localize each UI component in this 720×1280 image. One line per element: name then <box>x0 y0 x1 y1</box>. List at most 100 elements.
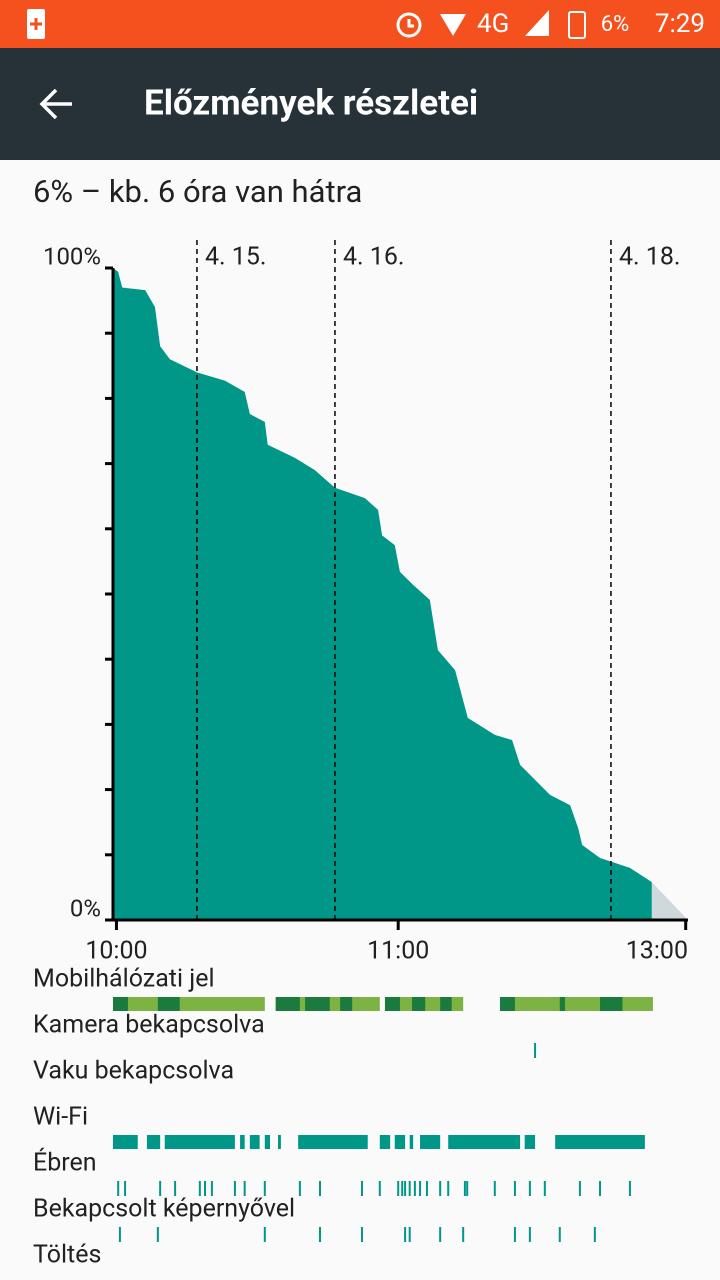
row-event <box>360 1227 363 1242</box>
row-event <box>263 1181 266 1196</box>
row-segment <box>499 997 653 1011</box>
projection-area <box>651 882 688 920</box>
x-tick-label: 10:00 <box>85 937 147 966</box>
battery-icon <box>568 11 586 39</box>
row-event <box>360 1181 363 1196</box>
status-icons <box>27 9 586 39</box>
row-event <box>466 1181 469 1196</box>
row-event <box>198 1181 201 1196</box>
y-tick-label: 100% <box>43 242 101 270</box>
row-segment <box>409 1135 414 1149</box>
row-label: Ébren <box>33 1147 97 1178</box>
row-segment <box>298 1135 368 1149</box>
row-segment <box>249 1135 260 1149</box>
date-label: 4. 16. <box>343 243 405 272</box>
row-segment <box>113 997 128 1011</box>
signal-icon <box>525 10 549 36</box>
y-tick-label: 0% <box>70 894 101 922</box>
row-event <box>439 1227 442 1242</box>
row-event <box>534 1043 537 1058</box>
history-rows: Mobilhálózati jel Kamera bekapcsolva Vaku … <box>33 965 653 1270</box>
row-event <box>319 1227 321 1242</box>
row-event <box>462 1227 465 1242</box>
row-event <box>528 1181 531 1196</box>
row-segment <box>394 1135 406 1149</box>
row-event <box>404 1181 407 1196</box>
battery-percent: 6% <box>601 12 629 37</box>
row-segment <box>440 997 452 1011</box>
row-event <box>419 1181 422 1196</box>
row-event <box>578 1181 581 1196</box>
row-event <box>124 1181 127 1196</box>
row-segment <box>113 997 265 1011</box>
wifi-icon <box>440 14 466 36</box>
row-event <box>543 1181 546 1196</box>
row-event <box>156 1227 159 1242</box>
row-event <box>528 1227 531 1242</box>
row-event <box>447 1181 450 1196</box>
row-event <box>210 1181 213 1196</box>
row-event <box>159 1181 162 1196</box>
row-event <box>401 1181 404 1196</box>
row-segment <box>499 997 515 1011</box>
battery-area <box>113 268 652 920</box>
row-segment <box>555 1135 645 1149</box>
row-event <box>298 1181 301 1196</box>
row-segment <box>164 1135 235 1149</box>
row-label: Kamera bekapcsolva <box>33 1011 265 1040</box>
row-segment <box>524 1135 536 1149</box>
row-segment <box>384 997 400 1011</box>
row-segment <box>340 997 353 1011</box>
row-event <box>599 1181 602 1196</box>
row-segment <box>278 1135 281 1149</box>
row-segment <box>240 1135 245 1149</box>
row-label: Töltés <box>33 1241 101 1270</box>
battery-summary: 6% – kb. 6 óra van hátra <box>33 173 362 210</box>
row-event <box>404 1227 407 1242</box>
row-event <box>378 1181 381 1196</box>
row-event <box>413 1181 416 1196</box>
row-event <box>558 1227 561 1242</box>
row-segment <box>264 1135 270 1149</box>
row-event <box>513 1227 516 1242</box>
alarm-icon <box>396 12 422 38</box>
row-event <box>174 1181 177 1196</box>
battery-chart: 4. 15. 4. 16. 4. 18. 100% 0% 10:00 11:00 13:00 <box>43 240 688 966</box>
row-label: Mobilhálózati jel <box>33 965 215 994</box>
row-segment <box>379 1135 391 1149</box>
row-event <box>628 1181 631 1196</box>
row-event <box>408 1181 411 1196</box>
row-event <box>397 1181 400 1196</box>
status-bar <box>0 0 720 48</box>
network-type: 4G <box>477 9 509 39</box>
row-segment <box>559 997 565 1011</box>
row-segment <box>305 997 330 1011</box>
x-tick-label: 13:00 <box>626 937 688 966</box>
row-segment <box>448 1135 521 1149</box>
row-event <box>593 1227 596 1242</box>
row-segment <box>146 1135 161 1149</box>
row-event <box>233 1181 236 1196</box>
row-event <box>243 1181 246 1196</box>
row-event <box>117 1181 120 1196</box>
back-button[interactable] <box>39 88 72 120</box>
row-event <box>513 1181 516 1196</box>
date-label: 4. 15. <box>205 243 267 272</box>
clock: 7:29 <box>655 9 705 39</box>
row-event <box>263 1227 266 1242</box>
row-event <box>463 1181 466 1196</box>
row-segment <box>412 997 426 1011</box>
row-label: Wi-Fi <box>33 1103 88 1132</box>
row-segment <box>157 997 180 1011</box>
row-event <box>118 1227 121 1242</box>
alarm-hands <box>407 19 414 28</box>
row-event <box>319 1181 321 1196</box>
charging-plus <box>30 18 42 30</box>
row-segment <box>600 997 623 1011</box>
row-label: Vaku bekapcsolva <box>33 1057 234 1086</box>
app-bar <box>0 48 720 160</box>
row-event <box>204 1181 206 1196</box>
date-label: 4. 18. <box>619 243 681 272</box>
